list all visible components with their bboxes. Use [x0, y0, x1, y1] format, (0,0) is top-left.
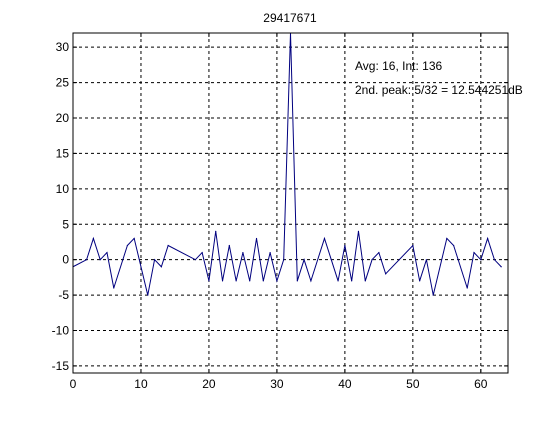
- data-point: [412, 244, 414, 247]
- data-point: [208, 280, 210, 282]
- y-tick-label: -5: [58, 288, 69, 302]
- data-point: [235, 280, 237, 282]
- y-tick-label: 25: [56, 76, 70, 90]
- chart-title: 29417671: [263, 11, 317, 25]
- data-point: [85, 259, 88, 261]
- data-point: [371, 259, 373, 261]
- data-point: [126, 244, 128, 247]
- data-point: [473, 251, 475, 254]
- data-point: [385, 273, 387, 275]
- y-tick-label: -10: [52, 324, 70, 338]
- y-tick-label: -15: [52, 359, 70, 373]
- data-point: [276, 280, 278, 282]
- data-point: [344, 244, 346, 247]
- data-point: [480, 259, 482, 261]
- data-point: [147, 294, 149, 296]
- data-point: [194, 259, 196, 261]
- x-tick-label: 30: [270, 377, 284, 391]
- data-point: [364, 280, 366, 282]
- y-tick-label: 5: [62, 217, 69, 231]
- data-point: [269, 251, 271, 254]
- data-point: [283, 259, 285, 261]
- series-line-0: [73, 33, 502, 296]
- data-point: [310, 280, 312, 282]
- data-point: [249, 280, 251, 282]
- y-tick-label: 15: [56, 146, 70, 160]
- x-tick-label: 20: [202, 377, 216, 391]
- data-point: [221, 280, 224, 282]
- data-point: [323, 237, 326, 240]
- x-tick-label: 0: [70, 377, 77, 391]
- ticks: 0 10 20 30 40 50 60 -15 -10 -5 0 5 10 15 20 25 30: [52, 33, 508, 391]
- annotation-average: Avg: 16, Int: 136: [355, 59, 443, 73]
- data-point: [160, 266, 162, 268]
- data-point: [351, 280, 353, 282]
- data-point: [303, 259, 305, 261]
- data-point: [92, 237, 94, 240]
- data-point: [466, 287, 468, 289]
- data-point: [446, 237, 448, 240]
- data-point: [255, 237, 258, 240]
- data-point: [378, 251, 380, 254]
- data-point: [201, 251, 203, 254]
- data-point: [215, 230, 217, 232]
- x-tick-label: 10: [134, 377, 148, 391]
- data-point: [228, 244, 230, 247]
- data-point: [242, 251, 244, 254]
- data-point: [113, 287, 115, 289]
- data-point: [425, 259, 428, 261]
- y-tick-label: 30: [56, 40, 70, 54]
- data-point: [357, 230, 360, 232]
- data-point: [133, 237, 135, 240]
- y-tick-label: 20: [56, 111, 70, 125]
- data-point: [330, 259, 332, 261]
- x-tick-label: 50: [406, 377, 420, 391]
- data-point: [106, 251, 108, 254]
- x-tick-label: 40: [338, 377, 352, 391]
- data-point: [453, 244, 455, 247]
- data-point: [262, 280, 264, 282]
- plot-area: [72, 32, 509, 374]
- data-point: [167, 244, 169, 247]
- axes-border: [72, 32, 509, 374]
- y-tick-label: 0: [62, 253, 69, 267]
- data-point: [487, 237, 489, 240]
- data-point: [419, 280, 421, 282]
- data-point: [493, 259, 496, 261]
- data-point: [99, 259, 101, 261]
- y-tick-label: 10: [56, 182, 70, 196]
- data-point: [500, 266, 502, 268]
- data-point: [296, 280, 298, 282]
- annotation-second-peak: 2nd. peak: 5/32 = 12.544251dB: [355, 83, 523, 97]
- grid: [73, 33, 508, 373]
- data-point: [153, 259, 156, 261]
- x-tick-label: 60: [474, 377, 488, 391]
- data-point: [432, 294, 434, 296]
- data-point: [337, 280, 339, 282]
